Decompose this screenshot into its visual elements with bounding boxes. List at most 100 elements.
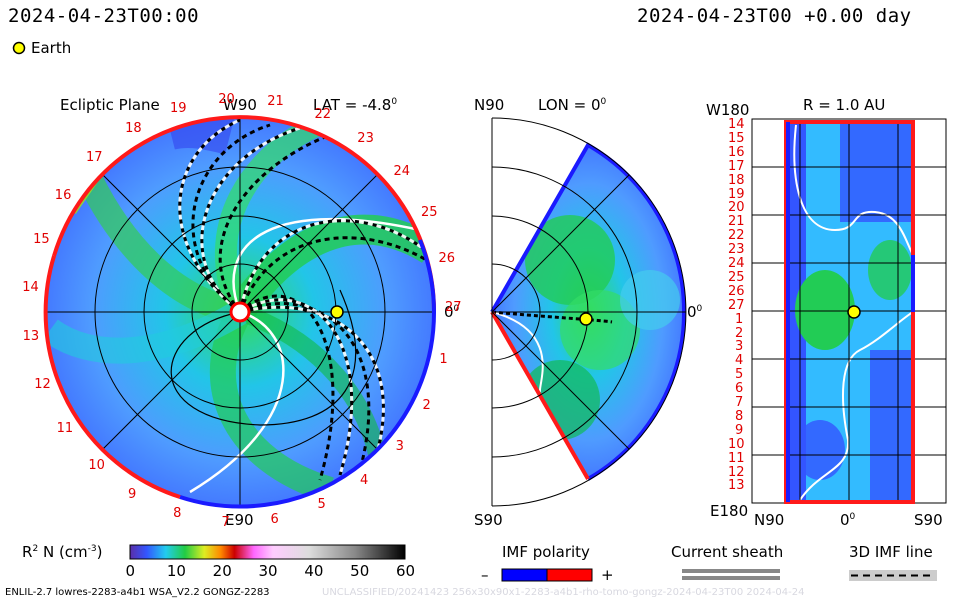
earth-legend-icon: [12, 41, 26, 55]
synoptic-row-label: 5: [735, 367, 744, 383]
carrington-label: 19: [169, 100, 187, 116]
ecliptic-title: Ecliptic Plane: [60, 96, 160, 114]
synoptic-row-label: 19: [728, 186, 745, 202]
carrington-label: 11: [56, 420, 74, 436]
carrington-label: 21: [267, 93, 284, 109]
carrington-label: 16: [54, 188, 72, 204]
synoptic-row-label: 13: [728, 478, 745, 494]
meridional-s90: S90: [474, 511, 503, 529]
carrington-label: 10: [88, 458, 105, 474]
carrington-label: 25: [421, 205, 438, 221]
imf-polarity-title: IMF polarity: [502, 543, 590, 561]
imf-polarity-minus: –: [481, 566, 489, 584]
carrington-label: 12: [34, 376, 51, 392]
synoptic-map: [751, 118, 947, 504]
imf-line-swatch: [849, 570, 937, 581]
carrington-label: 9: [127, 487, 137, 503]
imf-line-title: 3D IMF line: [849, 543, 933, 561]
carrington-label: 26: [438, 250, 456, 266]
synoptic-row-label: 8: [735, 408, 744, 424]
synoptic-row-label: 6: [735, 381, 744, 397]
carrington-label: 13: [22, 329, 40, 345]
synoptic-bottom-n90: N90: [754, 511, 785, 529]
carrington-label: 17: [85, 150, 103, 166]
colorbar-label: R2 N (cm-3): [22, 543, 103, 561]
synoptic-e180: E180: [710, 502, 749, 520]
earth-marker-synoptic: [847, 305, 861, 319]
synoptic-row-label: 2: [735, 325, 744, 341]
timestamp-right: 2024-04-23T00 +0.00 day: [637, 5, 912, 27]
meridional-plane-map: [490, 117, 687, 507]
ecliptic-plane-map: [43, 115, 437, 509]
synoptic-row-label: 1: [735, 311, 744, 327]
carrington-label: 23: [357, 131, 374, 147]
imf-polarity-plus: +: [601, 566, 614, 584]
synoptic-bottom-s90: S90: [914, 511, 943, 529]
carrington-label: 22: [314, 107, 332, 123]
synoptic-row-label: 27: [728, 297, 745, 313]
colorbar-tick: 0: [125, 562, 136, 580]
carrington-label: 14: [22, 280, 39, 296]
carrington-label: 7: [221, 514, 230, 530]
synoptic-row-label: 26: [728, 283, 745, 299]
carrington-label: 8: [173, 506, 182, 522]
carrington-label: 5: [317, 497, 326, 513]
ecliptic-lat: LAT = -4.80: [313, 96, 398, 114]
carrington-label: 4: [359, 472, 369, 488]
synoptic-row-label: 9: [735, 422, 744, 438]
colorbar-tick: 30: [258, 562, 278, 580]
timestamp-left: 2024-04-23T00:00: [8, 5, 200, 27]
synoptic-row-label: 16: [728, 144, 745, 160]
imf-positive-swatch: [546, 568, 593, 582]
carrington-label: 1: [439, 351, 448, 367]
colorbar-tick: 50: [350, 562, 370, 580]
meridional-lon: LON = 00: [538, 96, 607, 114]
sun-marker: [229, 301, 251, 323]
synoptic-row-label: 12: [728, 464, 745, 480]
meridional-zero: 00: [687, 303, 703, 321]
earth-marker-meridional: [579, 312, 593, 326]
synoptic-row-label: 3: [735, 339, 744, 355]
synoptic-row-label: 11: [728, 450, 745, 466]
meridional-n90: N90: [474, 96, 505, 114]
synoptic-row-label: 10: [728, 436, 745, 452]
colorbar-tick: 10: [166, 562, 186, 580]
synoptic-w180: W180: [706, 101, 750, 119]
synoptic-row-label: 14: [728, 117, 745, 132]
synoptic-row-label: 4: [735, 353, 744, 369]
synoptic-row-label: 22: [728, 228, 745, 244]
carrington-label: 20: [218, 91, 235, 107]
density-colorbar: [129, 544, 406, 560]
ecliptic-zero: 00: [444, 303, 460, 321]
carrington-label: 24: [393, 164, 411, 180]
current-sheath-swatch: [682, 569, 780, 580]
synoptic-row-label: 24: [728, 256, 745, 271]
footer-model-info: ENLIL-2.7 lowres-2283-a4b1 WSA_V2.2 GONG…: [5, 587, 270, 598]
imf-negative-swatch: [501, 568, 548, 582]
synoptic-row-label: 15: [728, 130, 745, 146]
colorbar-tick: 20: [212, 562, 232, 580]
carrington-label: 15: [33, 232, 50, 248]
colorbar-tick: 40: [304, 562, 324, 580]
carrington-label: 6: [270, 511, 279, 527]
synoptic-radius: R = 1.0 AU: [803, 96, 886, 114]
synoptic-row-label: 18: [728, 172, 745, 188]
earth-marker-ecliptic: [330, 305, 344, 319]
synoptic-row-label: 23: [728, 242, 745, 258]
synoptic-row-label: 21: [728, 214, 745, 230]
synoptic-row-label: 7: [735, 395, 744, 410]
current-sheath-title: Current sheath: [671, 543, 784, 561]
synoptic-row-label: 20: [728, 200, 745, 216]
synoptic-bottom-zero: 00: [840, 511, 856, 529]
synoptic-row-label: 25: [728, 269, 745, 285]
ecliptic-e90: E90: [225, 511, 254, 529]
colorbar-tick: 60: [396, 562, 416, 580]
ecliptic-w90: W90: [223, 96, 257, 114]
carrington-label: 3: [395, 438, 404, 454]
footer-run-id: UNCLASSIFIED/20241423 256x30x90x1-2283-a…: [322, 587, 805, 598]
carrington-label: 27: [444, 299, 462, 315]
synoptic-row-label: 17: [728, 158, 745, 174]
carrington-label: 18: [125, 120, 142, 136]
carrington-label: 2: [422, 397, 431, 413]
